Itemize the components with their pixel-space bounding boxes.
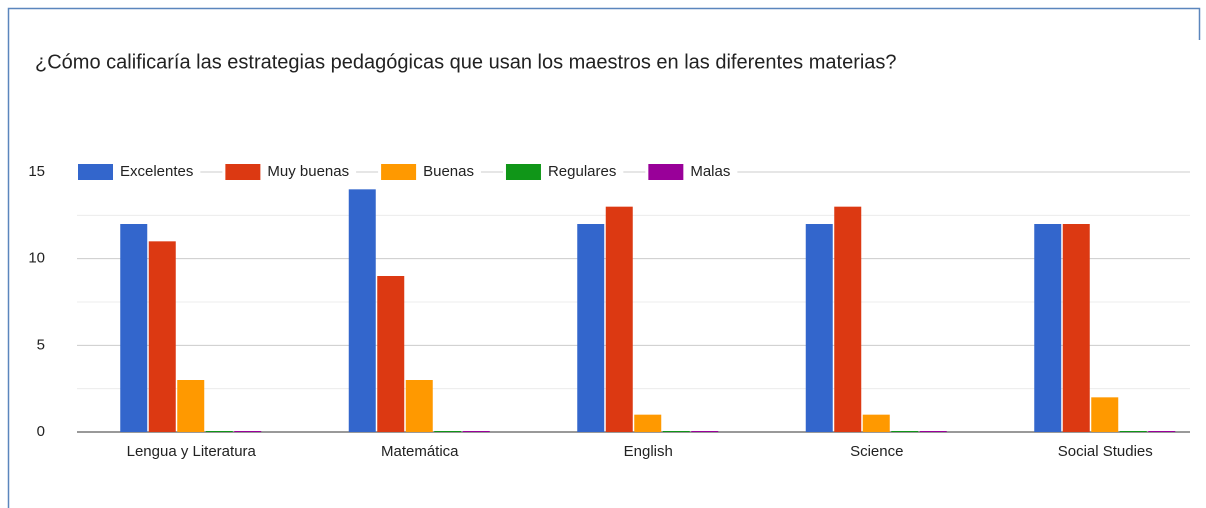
bar xyxy=(1119,431,1147,432)
bar xyxy=(919,431,947,432)
x-tick-label: English xyxy=(624,443,673,460)
bar xyxy=(862,414,890,432)
legend-label: Regulares xyxy=(548,163,616,180)
y-tick-label: 0 xyxy=(37,423,45,440)
bar xyxy=(577,224,605,432)
bar xyxy=(662,431,690,432)
bar xyxy=(405,380,433,432)
bar xyxy=(234,431,262,432)
bar xyxy=(1091,397,1119,432)
bar xyxy=(348,189,376,432)
bar xyxy=(834,206,862,432)
bar xyxy=(120,224,148,432)
bar xyxy=(691,431,719,432)
x-tick-label: Social Studies xyxy=(1058,443,1153,460)
bar xyxy=(434,431,462,432)
y-tick-label: 5 xyxy=(37,336,45,353)
bar xyxy=(891,431,919,432)
legend-label: Buenas xyxy=(423,163,474,180)
x-tick-label: Lengua y Literatura xyxy=(127,443,257,460)
y-tick-label: 10 xyxy=(28,250,45,267)
bar xyxy=(462,431,490,432)
bar xyxy=(605,206,633,432)
frame xyxy=(7,7,1201,508)
legend-label: Excelentes xyxy=(120,163,193,180)
bar xyxy=(634,414,662,432)
bar xyxy=(1148,431,1176,432)
legend-swatch xyxy=(381,164,417,180)
bar xyxy=(1062,224,1090,432)
chart-title: ¿Cómo calificaría las estrategias pedagó… xyxy=(35,51,897,73)
y-tick-label: 15 xyxy=(28,163,45,180)
bar xyxy=(177,380,205,432)
bar xyxy=(148,241,176,432)
legend-swatch xyxy=(78,164,113,180)
bar xyxy=(377,276,405,432)
legend-swatch xyxy=(505,164,541,180)
legend-swatch xyxy=(225,164,261,180)
legend-label: Muy buenas xyxy=(267,163,349,180)
bar xyxy=(1034,224,1062,432)
x-tick-label: Matemática xyxy=(381,443,459,460)
x-tick-label: Science xyxy=(850,443,903,460)
bar xyxy=(805,224,833,432)
legend-swatch xyxy=(648,164,684,180)
bar xyxy=(205,431,233,432)
legend-label: Malas xyxy=(690,163,730,180)
